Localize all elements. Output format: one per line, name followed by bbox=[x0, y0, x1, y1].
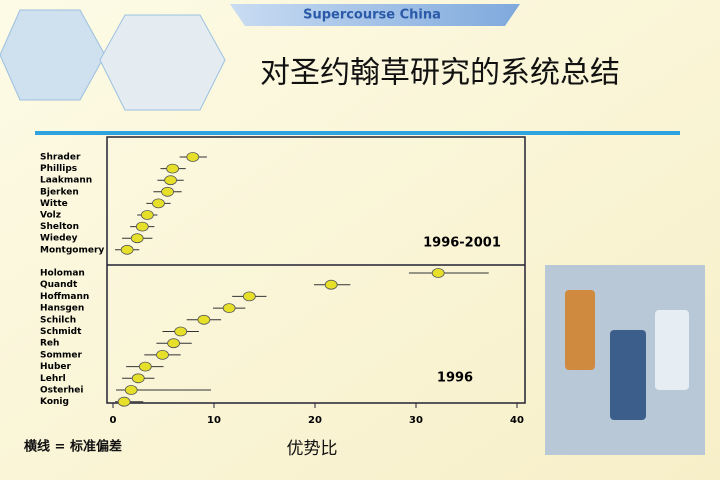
plot-frame bbox=[106, 136, 526, 404]
point-estimate bbox=[161, 186, 174, 197]
point-estimate bbox=[130, 233, 144, 244]
point-estimate bbox=[131, 373, 145, 384]
header-bar bbox=[230, 4, 520, 26]
study-label: Konig bbox=[40, 397, 69, 407]
photo-detail bbox=[565, 290, 595, 370]
photo-detail bbox=[610, 330, 646, 420]
study-label: Osterhei bbox=[40, 386, 83, 396]
study-label: Hoffmann bbox=[40, 292, 89, 302]
point-estimate bbox=[242, 291, 256, 302]
point-estimate bbox=[164, 175, 177, 186]
study-label: Witte bbox=[40, 199, 68, 209]
x-tick-label: 20 bbox=[308, 415, 322, 426]
point-estimate bbox=[152, 198, 165, 209]
point-estimate bbox=[156, 349, 169, 360]
study-label: Volz bbox=[40, 211, 61, 221]
x-axis-label: 优势比 bbox=[287, 439, 338, 459]
x-tick-label: 40 bbox=[510, 415, 524, 426]
study-label: Lehrl bbox=[40, 374, 66, 384]
study-label: Sommer bbox=[40, 350, 83, 360]
x-tick-label: 0 bbox=[110, 415, 117, 426]
study-label: Huber bbox=[40, 362, 71, 372]
point-estimate bbox=[140, 210, 154, 220]
point-estimate bbox=[324, 279, 338, 290]
study-label: Bjerken bbox=[40, 187, 79, 197]
header: Supercourse China bbox=[303, 8, 441, 23]
study-label: Shelton bbox=[40, 222, 79, 232]
point-estimate bbox=[166, 163, 179, 174]
study-label: Schmidt bbox=[40, 327, 82, 337]
study-label: Holoman bbox=[40, 269, 85, 279]
x-tick-label: 10 bbox=[207, 415, 221, 426]
study-label: Laakmann bbox=[40, 176, 92, 186]
footnote: 横线 = 标准偏差 bbox=[24, 439, 122, 455]
study-label: Phillips bbox=[40, 164, 77, 174]
group-label: 1996-2001 bbox=[423, 236, 501, 251]
study-label: Hansgen bbox=[40, 304, 84, 314]
point-estimate bbox=[124, 385, 138, 395]
point-estimate bbox=[174, 326, 188, 337]
point-estimate bbox=[135, 221, 149, 232]
point-estimate bbox=[138, 361, 152, 372]
study-label: Schilch bbox=[40, 315, 76, 325]
point-estimate bbox=[117, 396, 131, 407]
point-estimate bbox=[186, 152, 200, 162]
point-estimate bbox=[120, 244, 134, 255]
group-label: 1996 bbox=[437, 371, 473, 386]
photo-hex bbox=[0, 9, 106, 101]
study-label: Shrader bbox=[40, 153, 81, 163]
point-estimate bbox=[197, 314, 211, 325]
photo-detail bbox=[655, 310, 689, 390]
study-label: Wiedey bbox=[40, 234, 78, 244]
title: 对圣约翰草研究的系统总结 bbox=[260, 56, 620, 91]
study-label: Quandt bbox=[40, 280, 78, 290]
study-label: Reh bbox=[40, 339, 59, 349]
point-estimate bbox=[431, 268, 445, 278]
point-estimate bbox=[222, 303, 236, 314]
point-estimate bbox=[167, 338, 181, 349]
study-label: Montgomery bbox=[40, 245, 104, 255]
photo-hex bbox=[99, 14, 226, 111]
x-tick-label: 30 bbox=[409, 415, 423, 426]
